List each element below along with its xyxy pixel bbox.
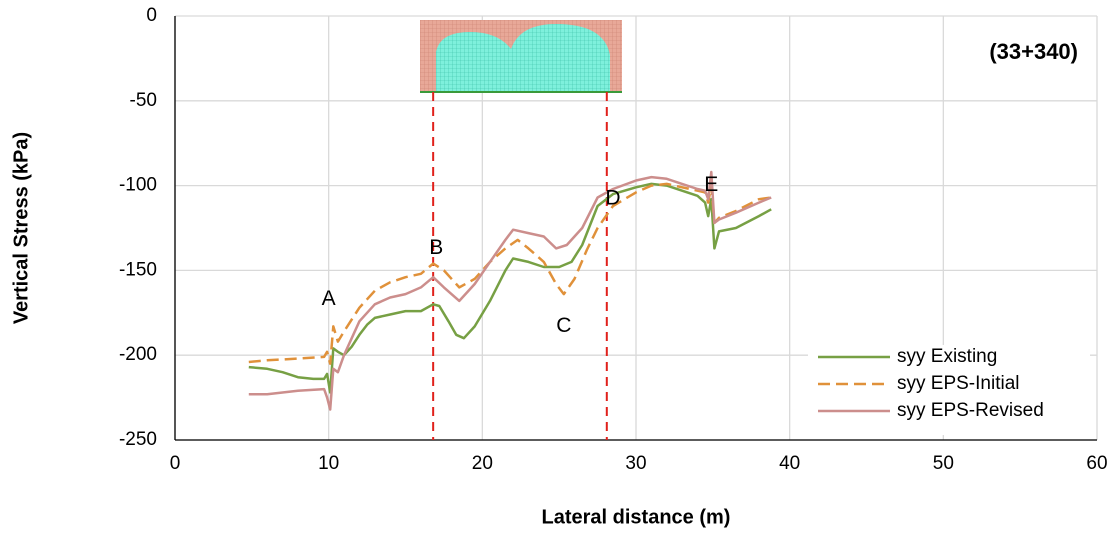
annotation: A — [322, 287, 336, 310]
x-tick-label: 30 — [625, 453, 646, 474]
y-tick-label: 0 — [146, 5, 157, 26]
x-tick-label: 20 — [472, 453, 493, 474]
y-tick-label: -100 — [119, 175, 157, 196]
y-tick-label: -250 — [119, 429, 157, 450]
x-tick-label: 60 — [1086, 453, 1107, 474]
annotation: E — [704, 173, 718, 196]
annotation: B — [429, 236, 443, 259]
series-line — [248, 182, 772, 365]
legend-box — [808, 345, 1090, 435]
legend-label: syy Existing — [897, 346, 997, 367]
legend-label: syy EPS-Revised — [897, 400, 1044, 421]
legend-label: syy EPS-Initial — [897, 373, 1019, 394]
x-tick-label: 0 — [170, 453, 181, 474]
series-line — [248, 182, 772, 394]
y-tick-label: -50 — [130, 90, 157, 111]
annotation: C — [556, 314, 571, 337]
y-tick-label: -150 — [119, 259, 157, 280]
annotation: D — [605, 187, 620, 210]
x-axis-label: Lateral distance (m) — [542, 506, 731, 528]
series-line — [248, 170, 772, 411]
section-diagram — [420, 20, 622, 93]
section-label: (33+340) — [989, 39, 1078, 64]
x-tick-label: 50 — [933, 453, 954, 474]
x-tick-label: 40 — [779, 453, 800, 474]
x-tick-label: 10 — [318, 453, 339, 474]
y-axis-label: Vertical Stress (kPa) — [10, 132, 32, 324]
y-tick-label: -200 — [119, 344, 157, 365]
